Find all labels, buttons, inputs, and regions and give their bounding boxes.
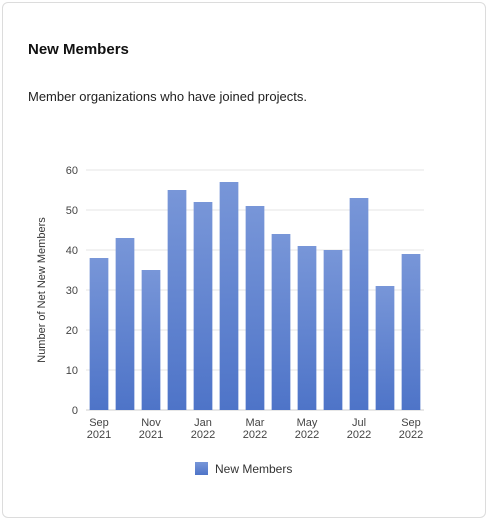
y-tick-label: 10 — [66, 365, 78, 377]
bar-apr-2022[interactable] — [271, 234, 291, 410]
y-axis-title: Number of Net New Members — [36, 217, 48, 363]
x-tick-labels: Sep 2021 Nov 2021 Jan 2022 Mar 2022 May 2022 Jul 20… — [87, 417, 423, 441]
y-tick-label: 50 — [66, 205, 78, 217]
bar-jun-2022[interactable] — [323, 250, 343, 410]
legend[interactable]: New Members — [195, 462, 292, 476]
x-tick-label: Sep 2021 — [87, 417, 111, 441]
y-tick-label: 60 — [66, 165, 78, 177]
x-tick-label: Nov 2021 — [139, 417, 163, 441]
bar-jan-2022[interactable] — [193, 202, 213, 410]
y-tick-label: 40 — [66, 245, 78, 257]
bar-jul-2022[interactable] — [349, 198, 369, 410]
legend-label: New Members — [215, 462, 292, 476]
x-tick-label: Sep 2022 — [399, 417, 423, 441]
bar-sep-2022[interactable] — [401, 254, 421, 410]
bars — [89, 182, 421, 410]
x-tick-label: May 2022 — [295, 417, 319, 441]
x-tick-label: Jul 2022 — [347, 417, 371, 441]
y-tick-label: 0 — [72, 405, 78, 417]
bar-sep-2021[interactable] — [89, 258, 109, 410]
y-tick-labels: 0 10 20 30 40 50 60 — [66, 165, 78, 417]
card-subtitle: Member organizations who have joined pro… — [28, 89, 307, 104]
bar-oct-2021[interactable] — [115, 238, 135, 410]
bar-dec-2021[interactable] — [167, 190, 187, 410]
y-tick-label: 20 — [66, 325, 78, 337]
card-title: New Members — [28, 41, 129, 58]
bar-mar-2022[interactable] — [245, 206, 265, 410]
bar-may-2022[interactable] — [297, 246, 317, 410]
legend-swatch — [195, 462, 208, 475]
x-tick-label: Jan 2022 — [191, 417, 215, 441]
bar-aug-2022[interactable] — [375, 286, 395, 410]
y-tick-label: 30 — [66, 285, 78, 297]
bar-nov-2021[interactable] — [141, 270, 161, 410]
bar-feb-2022[interactable] — [219, 182, 239, 410]
x-tick-label: Mar 2022 — [243, 417, 267, 441]
